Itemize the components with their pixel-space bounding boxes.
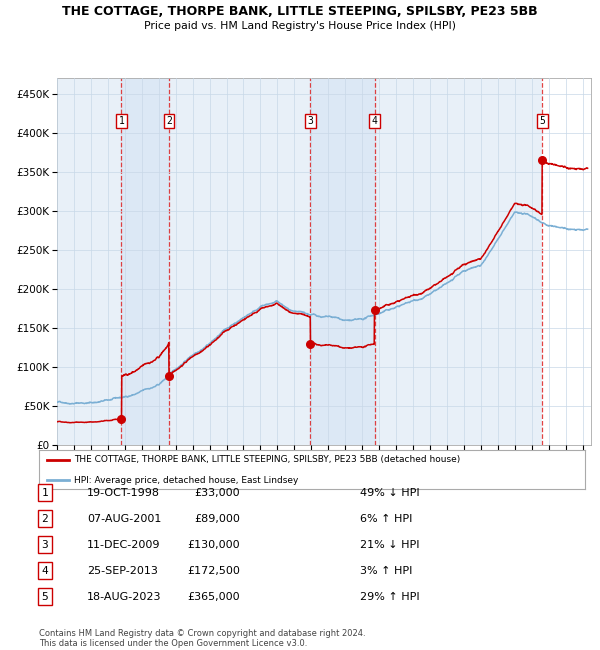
Text: Price paid vs. HM Land Registry's House Price Index (HPI): Price paid vs. HM Land Registry's House … <box>144 21 456 31</box>
Text: 19-OCT-1998: 19-OCT-1998 <box>87 488 160 498</box>
Text: 3: 3 <box>41 540 49 550</box>
Text: £130,000: £130,000 <box>187 540 240 550</box>
Bar <box>310 78 374 445</box>
Text: Contains HM Land Registry data © Crown copyright and database right 2024.
This d: Contains HM Land Registry data © Crown c… <box>39 629 365 648</box>
Text: 29% ↑ HPI: 29% ↑ HPI <box>360 592 419 602</box>
Text: 3% ↑ HPI: 3% ↑ HPI <box>360 566 412 576</box>
Text: 4: 4 <box>41 566 49 576</box>
Text: 49% ↓ HPI: 49% ↓ HPI <box>360 488 419 498</box>
Text: 2: 2 <box>166 116 172 126</box>
Text: 18-AUG-2023: 18-AUG-2023 <box>87 592 161 602</box>
Bar <box>121 78 169 445</box>
Text: HPI: Average price, detached house, East Lindsey: HPI: Average price, detached house, East… <box>74 476 299 485</box>
Text: THE COTTAGE, THORPE BANK, LITTLE STEEPING, SPILSBY, PE23 5BB: THE COTTAGE, THORPE BANK, LITTLE STEEPIN… <box>62 5 538 18</box>
Text: £33,000: £33,000 <box>194 488 240 498</box>
Text: 4: 4 <box>371 116 377 126</box>
Text: 5: 5 <box>539 116 545 126</box>
Text: £89,000: £89,000 <box>194 514 240 524</box>
Text: 07-AUG-2001: 07-AUG-2001 <box>87 514 161 524</box>
Text: 2: 2 <box>41 514 49 524</box>
Text: £365,000: £365,000 <box>187 592 240 602</box>
Text: 1: 1 <box>41 488 49 498</box>
Text: 6% ↑ HPI: 6% ↑ HPI <box>360 514 412 524</box>
Text: 25-SEP-2013: 25-SEP-2013 <box>87 566 158 576</box>
Bar <box>542 78 591 445</box>
Text: 21% ↓ HPI: 21% ↓ HPI <box>360 540 419 550</box>
Text: £172,500: £172,500 <box>187 566 240 576</box>
Text: 3: 3 <box>308 116 313 126</box>
Text: 1: 1 <box>118 116 124 126</box>
Text: 5: 5 <box>41 592 49 602</box>
Text: 11-DEC-2009: 11-DEC-2009 <box>87 540 161 550</box>
Text: THE COTTAGE, THORPE BANK, LITTLE STEEPING, SPILSBY, PE23 5BB (detached house): THE COTTAGE, THORPE BANK, LITTLE STEEPIN… <box>74 455 461 464</box>
